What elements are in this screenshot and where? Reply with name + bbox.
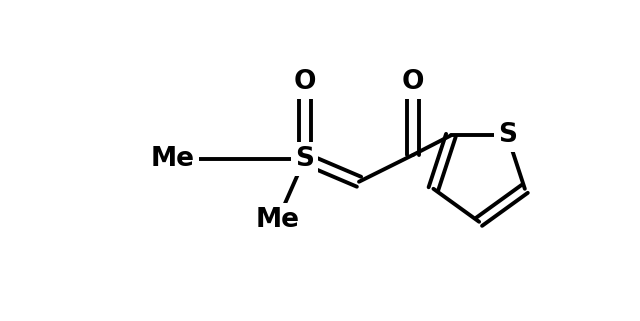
Text: O: O xyxy=(402,69,424,95)
Text: S: S xyxy=(295,146,314,172)
Text: Me: Me xyxy=(151,146,195,172)
Text: S: S xyxy=(498,122,517,148)
Text: O: O xyxy=(294,69,316,95)
Text: Me: Me xyxy=(255,207,300,233)
